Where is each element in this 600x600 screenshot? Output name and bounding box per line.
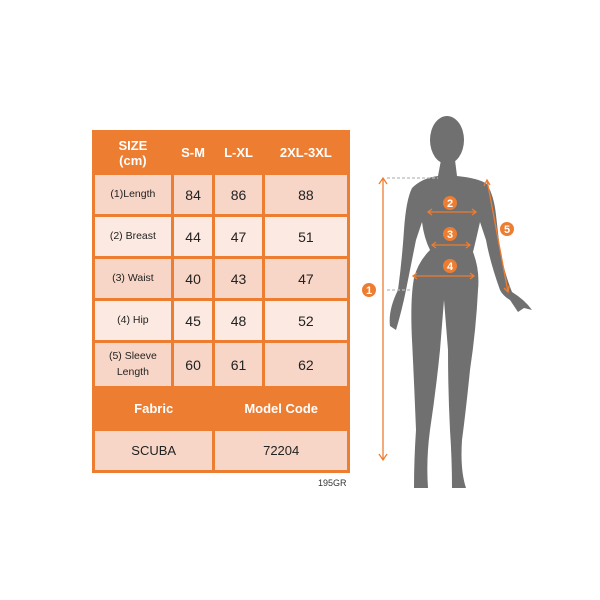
waist-arrow (430, 241, 472, 249)
marker-3: 3 (447, 229, 453, 241)
col-header: 2XL-3XL (261, 130, 351, 175)
unit-label: (cm) (119, 152, 147, 168)
sleeve-arrow (483, 178, 510, 294)
marker-2: 2 (447, 198, 453, 210)
size-header: SIZE (cm) (92, 130, 174, 175)
model-code-header: Model Code (212, 386, 350, 431)
marker-1: 1 (366, 285, 372, 297)
size-label: SIZE (118, 137, 148, 153)
fabric-value: SCUBA (91, 428, 216, 473)
footer-header-row: Fabric Model Code (91, 386, 350, 431)
footer-value-row: SCUBA 72204 (91, 428, 350, 473)
cell: 40 (170, 256, 216, 301)
hip-arrow (411, 272, 476, 280)
cell: 44 (170, 214, 216, 259)
fabric-weight-note: 195GR (318, 478, 347, 488)
marker-4: 4 (447, 261, 454, 273)
cell: 61 (212, 340, 265, 389)
row-label: (5) Sleeve Length (92, 340, 174, 389)
col-header: S-M (170, 130, 216, 175)
silhouette (389, 116, 532, 488)
breast-arrow (426, 208, 478, 216)
row-label: (1)Length (92, 172, 174, 217)
row-label: (4) Hip (92, 298, 174, 343)
fabric-header: Fabric (91, 386, 216, 431)
cell: 51 (261, 214, 351, 259)
size-chart-table: SIZE (cm) S-M L-XL 2XL-3XL (1)Length 84 8… (91, 130, 351, 473)
cell: 45 (170, 298, 216, 343)
table-row: (4) Hip 45 48 52 (92, 298, 351, 343)
measurement-lines (378, 176, 510, 462)
row-label: (2) Breast (92, 214, 174, 259)
cell: 48 (212, 298, 265, 343)
label-line: (5) Sleeve (108, 349, 157, 362)
cell: 60 (170, 340, 216, 389)
cell: 43 (212, 256, 265, 301)
header-row: SIZE (cm) S-M L-XL 2XL-3XL (92, 130, 351, 175)
cell: 47 (261, 256, 351, 301)
model-code-value: 72204 (212, 428, 350, 473)
table-row: (2) Breast 44 47 51 (92, 214, 351, 259)
row-label: (3) Waist (92, 256, 174, 301)
marker-5: 5 (504, 224, 510, 236)
table-row: (3) Waist 40 43 47 (92, 256, 351, 301)
cell: 84 (170, 172, 216, 217)
col-header: L-XL (212, 130, 265, 175)
markers: 1 2 3 4 5 (362, 196, 514, 297)
cell: 88 (261, 172, 351, 217)
length-arrow (378, 176, 388, 462)
cell: 47 (212, 214, 265, 259)
table-row: (1)Length 84 86 88 (92, 172, 351, 217)
cell: 86 (212, 172, 265, 217)
table-row: (5) Sleeve Length 60 61 62 (92, 340, 351, 389)
cell: 52 (261, 298, 351, 343)
label-line: Length (116, 365, 149, 378)
cell: 62 (261, 340, 351, 389)
guide-lines (387, 177, 438, 291)
